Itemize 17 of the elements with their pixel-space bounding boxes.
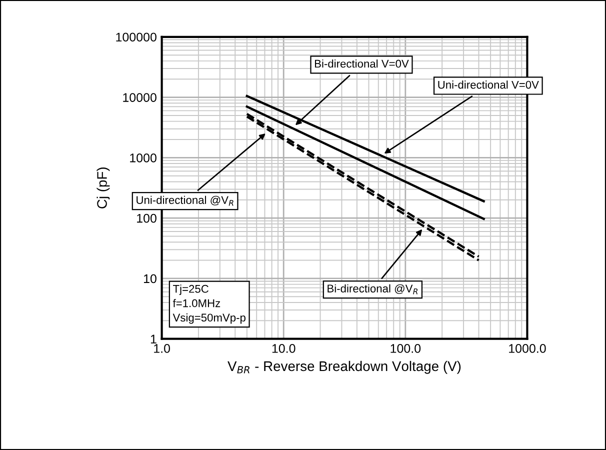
- y-tick-label: 100: [137, 214, 156, 223]
- y-tick-label: 10000: [123, 93, 156, 102]
- annotation: Uni-directional V=0V: [438, 80, 539, 89]
- x-tick-label: 10.0: [272, 344, 296, 353]
- annotation: Bi-directional @V$_{R}$: [328, 284, 418, 294]
- annotation: Tj=25C f=1.0MHz Vsig=50mVp-p: [172, 284, 246, 324]
- annotation: Bi-directional V=0V: [315, 59, 409, 68]
- y-axis-title: Cj (pF): [96, 168, 110, 208]
- x-tick-label: 1.0: [154, 344, 170, 353]
- x-tick-label: 1000.0: [509, 344, 546, 353]
- y-tick-label: 1: [150, 334, 156, 344]
- y-tick-label: 1000: [130, 153, 156, 162]
- y-tick-label: 100000: [116, 32, 156, 42]
- y-tick-label: 10: [144, 274, 156, 284]
- annotation: Uni-directional @V$_{R}$: [136, 196, 234, 206]
- x-tick-label: 100.0: [390, 344, 421, 353]
- x-axis-title: V$_{BR}$ - Reverse Breakdown Voltage (V): [228, 360, 461, 374]
